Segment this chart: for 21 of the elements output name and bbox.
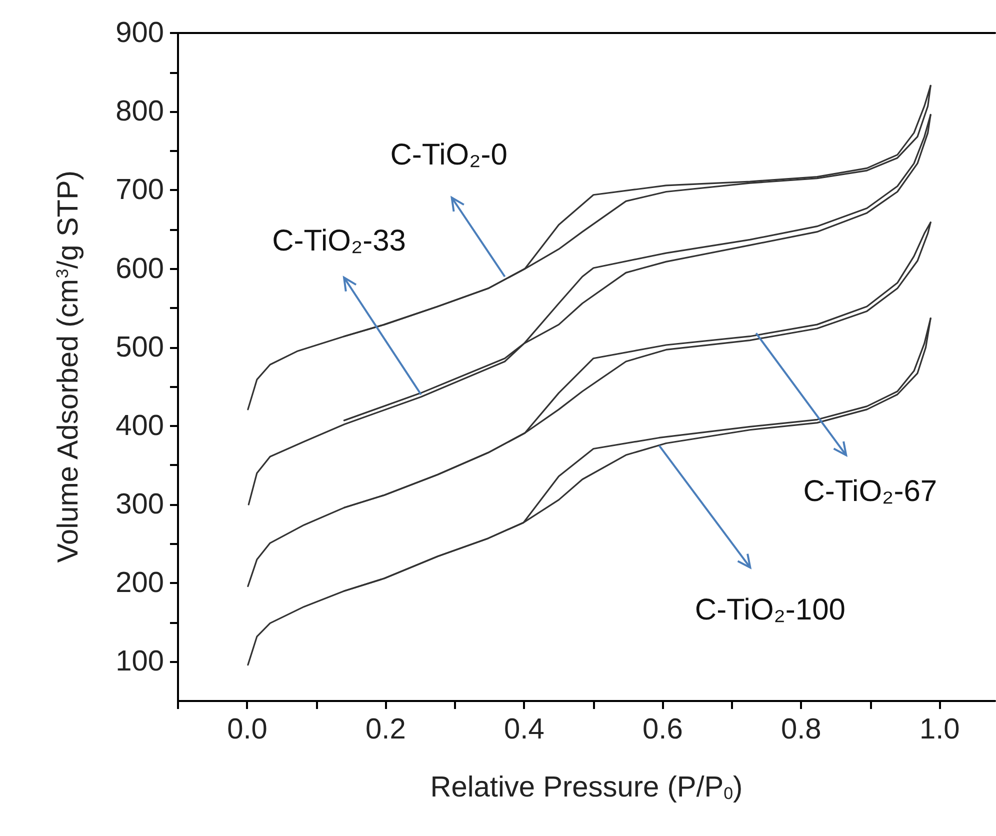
y-tick-label: 400: [116, 410, 164, 442]
x-tick-label: 0.2: [366, 714, 406, 746]
x-tick-label: 1.0: [919, 714, 960, 746]
annotation: C-TiO₂-67: [803, 475, 938, 508]
y-tick-label: 800: [116, 96, 164, 128]
annotation: C-TiO₂-0: [390, 138, 508, 172]
annotation: C-TiO₂-33: [272, 224, 406, 258]
x-tick-label: 0.6: [642, 714, 683, 746]
y-tick-label: 600: [116, 252, 164, 285]
y-tick-label: 300: [116, 488, 164, 521]
y-tick-label: 200: [116, 567, 164, 600]
x-tick-label: 0.0: [227, 714, 268, 746]
y-tick-label: 700: [116, 174, 164, 206]
y-tick-label: 900: [116, 17, 164, 49]
x-tick-label: 0.8: [780, 714, 822, 746]
y-tick-label: 100: [116, 646, 164, 678]
y-tick-label: 500: [116, 331, 164, 364]
x-tick-label: 0.4: [504, 714, 544, 746]
y-axis-title: Volume Adsorbed (cm3/g STP): [52, 170, 84, 563]
x-axis-title: Relative Pressure (P/P0): [430, 772, 743, 804]
annotation: C-TiO₂-100: [694, 594, 846, 627]
